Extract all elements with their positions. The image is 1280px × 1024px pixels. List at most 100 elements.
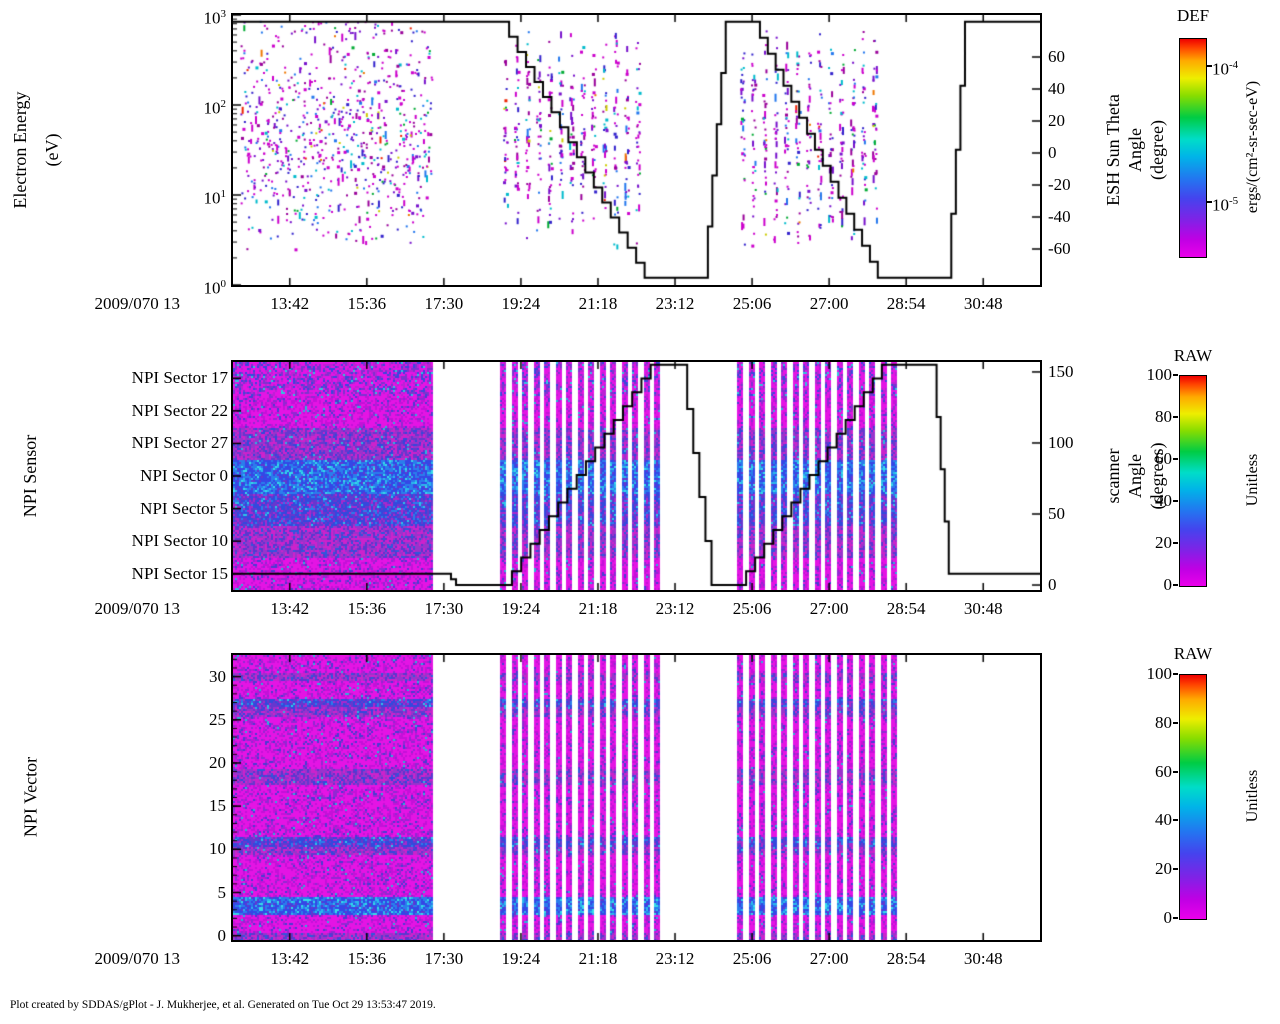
x-tick-label: 23:12 [655,599,695,618]
colorbar-tick [1173,819,1178,822]
x-tick-label: 28:54 [886,949,926,968]
colorbar-tick-label: 60 [1155,761,1172,781]
colorbar-tick-label: 40 [1155,810,1172,830]
colorbar-tick-label: 20 [1155,533,1172,552]
y-tick-label: 20 [209,752,226,772]
x-tick-label: 25:06 [732,294,772,313]
y-tick-label: NPI Sector 17 [131,368,228,388]
raw-colorbar-unit-vector: Unitless [1244,769,1261,823]
y-tick-label: 102 [203,98,227,118]
y-axis-title-npi-sensor: NPI Sensor [20,434,40,518]
raw-colorbar-npi-sensor [1179,375,1207,587]
right-axis-tick-label: -40 [1048,207,1071,226]
colorbar-tick-label: 100 [1146,365,1173,384]
y-tick-label: NPI Sector 10 [131,531,228,551]
right-axis-tick-label: 60 [1048,47,1065,66]
colorbar-tick [1173,458,1178,460]
y-tick-label: NPI Sector 5 [140,498,228,518]
x-tick-label: 15:36 [347,949,387,968]
npi-sensor-heatmap-canvas [233,362,1040,590]
right-axis-tick-label: -20 [1048,175,1071,194]
right-axis-tick-label: 20 [1048,111,1065,130]
x-tick-label: 23:12 [655,294,695,313]
x-tick-label: 13:42 [270,599,310,618]
y-tick-label: 30 [209,666,226,686]
colorbar-tick [1173,542,1178,544]
def-colorbar-title: DEF [1176,6,1210,25]
x-tick-label: 27:00 [809,599,849,618]
x-tick-label: 15:36 [347,599,387,618]
y-tick-label: 0 [217,925,227,945]
x-axis-start-label: 2009/070 13 [94,294,180,313]
electron-energy-spectrogram-canvas [233,15,1040,285]
panel-npi-vector [231,653,1042,942]
y-tick-label: NPI Sector 27 [131,433,228,453]
right-axis-tick-label: 100 [1048,432,1074,452]
right-axis-title-angle: Angle [1125,128,1145,172]
colorbar-tick [1173,868,1178,871]
colorbar-tick [1173,917,1178,919]
raw-colorbar-unit-sensor: Unitless [1244,453,1261,507]
def-colorbar [1179,38,1207,258]
y-tick-label: 101 [203,188,227,208]
x-tick-label: 13:42 [270,294,310,313]
right-axis-title-degree-unit: (degree) [1147,120,1167,180]
x-axis-start-label: 2009/070 13 [94,949,180,968]
x-tick-label: 30:48 [963,294,1003,313]
right-axis-tick-label: 50 [1048,504,1065,523]
colorbar-tick-label: 40 [1155,491,1172,510]
y-tick-label: 5 [217,882,227,902]
right-axis-title-scanner-angle: Angle [1125,454,1145,498]
footer-credit: Plot created by SDDAS/gPlot - J. Mukherj… [10,999,436,1011]
x-axis-start-label: 2009/070 13 [94,599,180,618]
colorbar-tick-label: 100 [1146,664,1173,683]
y-tick-label: 100 [203,278,227,298]
x-tick-label: 23:12 [655,949,695,968]
colorbar-tick-label: 80 [1155,407,1172,426]
y-tick-label: 25 [209,709,226,729]
colorbar-tick-label: 80 [1155,712,1172,732]
right-axis-tick-label: -60 [1048,239,1071,258]
x-tick-label: 30:48 [963,949,1003,968]
x-tick-label: 21:18 [578,294,618,313]
colorbar-tick-label: 0 [1163,575,1173,594]
right-axis-tick-label: 40 [1048,79,1065,98]
raw-colorbar-title-vector: RAW [1173,644,1213,663]
y-tick-label: NPI Sector 0 [140,466,228,485]
x-tick-label: 21:18 [578,949,618,968]
y-tick-label: 15 [209,796,226,816]
right-axis-tick-label: 0 [1048,143,1057,162]
colorbar-tick [1173,770,1178,773]
x-tick-label: 21:18 [578,599,618,618]
y-tick-label: NPI Sector 15 [131,563,228,583]
colorbar-tick-label: 20 [1155,859,1172,879]
raw-colorbar-title-sensor: RAW [1173,346,1213,365]
colorbar-tick-label: 60 [1155,449,1172,468]
x-tick-label: 27:00 [809,294,849,313]
colorbar-tick [1207,65,1212,68]
colorbar-tick-label: 0 [1163,908,1173,927]
x-tick-label: 15:36 [347,294,387,313]
y-axis-title-npi-vector: NPI Vector [20,756,41,838]
colorbar-tick [1173,416,1178,418]
colorbar-tick [1173,500,1178,502]
right-axis-title-scanner: scanner [1103,448,1123,504]
colorbar-tick [1173,673,1178,675]
x-tick-label: 13:42 [270,949,310,968]
colorbar-tick-label: 10-5 [1212,194,1239,215]
x-tick-label: 17:30 [424,599,464,618]
right-axis-tick-label: 150 [1048,361,1074,381]
y-tick-label: 10 [209,839,226,859]
x-tick-label: 28:54 [886,599,926,618]
panel-npi-sensor [231,360,1042,592]
y-axis-title-electron-energy: Electron Energy [10,91,30,209]
colorbar-tick [1173,374,1178,376]
y-tick-label: 103 [203,8,227,28]
right-axis-title-esh-sun-theta: ESH Sun Theta [1103,94,1123,206]
y-tick-label: NPI Sector 22 [131,400,228,420]
right-axis-tick-label: 0 [1048,575,1057,595]
raw-colorbar-npi-vector [1179,674,1207,920]
right-axis-title-degrees-unit: (degrees) [1147,442,1167,510]
x-tick-label: 27:00 [809,949,849,968]
